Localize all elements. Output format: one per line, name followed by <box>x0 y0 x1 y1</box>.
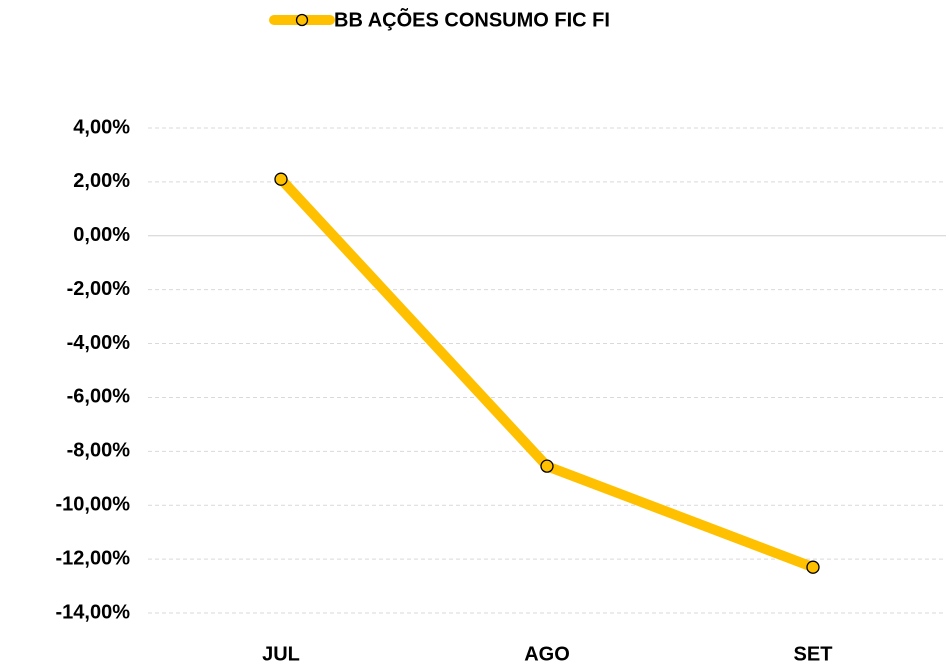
y-tick-label: -14,00% <box>56 601 131 623</box>
y-tick-label: -10,00% <box>56 494 131 516</box>
y-tick-label: -2,00% <box>67 278 131 300</box>
x-tick-label: AGO <box>524 643 570 665</box>
y-tick-label: -12,00% <box>56 547 131 569</box>
data-point <box>540 459 554 473</box>
y-tick-label: -6,00% <box>67 386 131 408</box>
x-tick-label: JUL <box>262 643 300 665</box>
data-point <box>806 560 820 574</box>
y-tick-label: -4,00% <box>67 332 131 354</box>
data-point <box>274 172 288 186</box>
x-tick-label: SET <box>794 643 833 665</box>
y-tick-label: -8,00% <box>67 440 131 462</box>
y-tick-label: 0,00% <box>73 224 130 246</box>
legend-label: BB AÇÕES CONSUMO FIC FI <box>334 7 610 31</box>
legend-marker <box>295 13 309 27</box>
y-tick-label: 4,00% <box>73 116 130 138</box>
series-line <box>276 174 818 573</box>
y-tick-label: 2,00% <box>73 170 130 192</box>
